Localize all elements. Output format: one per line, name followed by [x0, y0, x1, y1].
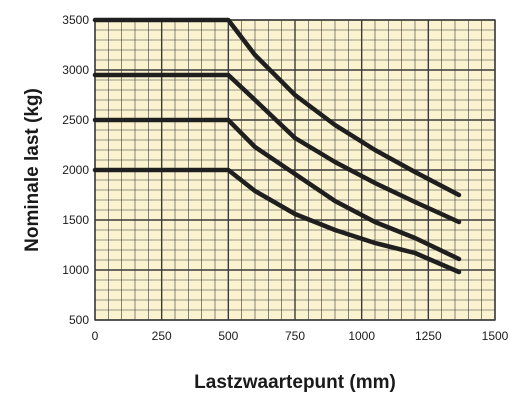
series-line-2 [92, 72, 462, 225]
y-tick-label: 500 [69, 313, 89, 327]
x-tick-label: 0 [92, 329, 99, 343]
series-line-3 [92, 117, 462, 262]
x-tick-label: 500 [218, 329, 238, 343]
y-axis-label: Nominale last (kg) [22, 88, 43, 252]
x-tick-label: 1250 [415, 329, 442, 343]
series-line-1 [92, 17, 462, 198]
x-tick-label: 1000 [348, 329, 375, 343]
tick-labels: 0 250 500 750 1000 1250 1500 500 1000 1500 2000 250… [62, 13, 508, 343]
x-tick-label: 750 [285, 329, 305, 343]
y-tick-label: 3000 [62, 63, 89, 77]
series-layer [92, 17, 462, 275]
y-tick-label: 3500 [62, 13, 89, 27]
y-tick-label: 2500 [62, 113, 89, 127]
x-tick-label: 250 [152, 329, 172, 343]
y-tick-label: 1000 [62, 263, 89, 277]
x-tick-label: 1500 [482, 329, 509, 343]
x-axis-label: Lastzwaartepunt (mm) [194, 372, 396, 393]
y-tick-label: 1500 [62, 213, 89, 227]
series-line-4 [92, 167, 462, 275]
y-tick-label: 2000 [62, 163, 89, 177]
